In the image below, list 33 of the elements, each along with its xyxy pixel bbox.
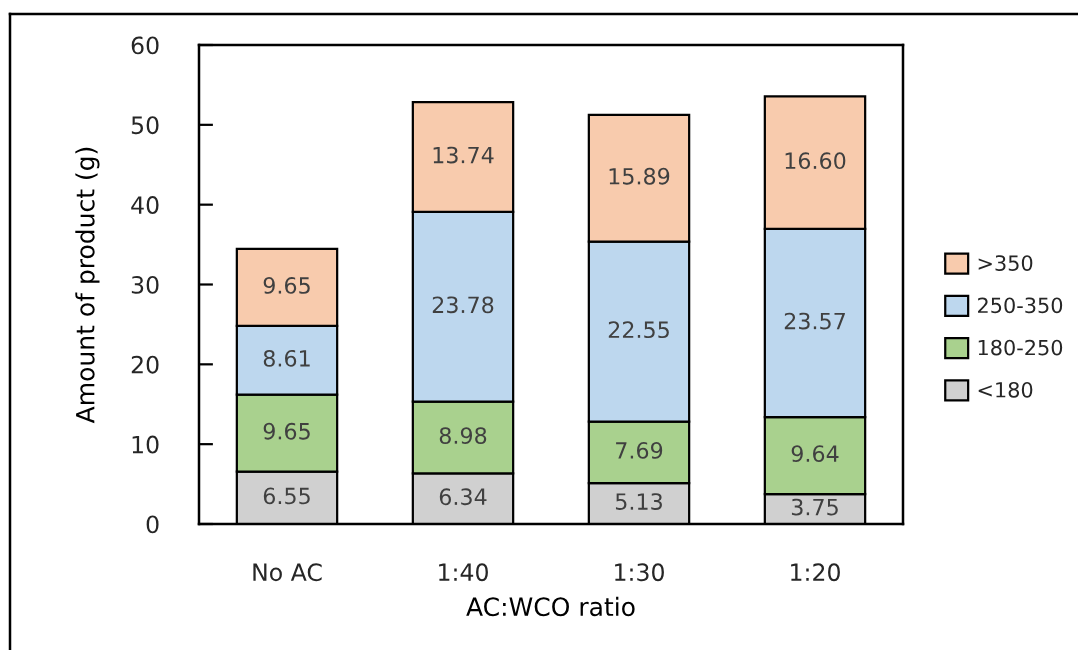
y-tick-label: 0 bbox=[146, 515, 159, 534]
y-tick-label: 10 bbox=[132, 435, 159, 454]
data-label: 3.75 bbox=[791, 498, 838, 516]
data-label: 9.65 bbox=[263, 422, 310, 440]
data-label: 8.61 bbox=[263, 349, 310, 367]
y-tick-label: 40 bbox=[131, 196, 159, 214]
legend-label: >350 bbox=[978, 255, 1033, 271]
legend-label: 180-250 bbox=[978, 339, 1063, 356]
data-label: 13.74 bbox=[433, 146, 494, 164]
data-label: 9.64 bbox=[791, 445, 839, 463]
data-label: 23.78 bbox=[432, 296, 494, 314]
data-label: 23.57 bbox=[784, 312, 845, 330]
y-axis-title: Amount of product (g) bbox=[75, 147, 100, 424]
data-label: 8.98 bbox=[439, 427, 487, 444]
x-tick-label: 1:30 bbox=[615, 563, 664, 582]
data-label: 22.55 bbox=[608, 321, 669, 339]
data-label: 15.89 bbox=[609, 167, 670, 185]
y-tick-label: 50 bbox=[131, 116, 159, 135]
y-tick-label: 30 bbox=[131, 275, 159, 294]
data-label: 7.69 bbox=[616, 441, 663, 459]
legend-label: <180 bbox=[978, 381, 1033, 398]
legend-label: 250-350 bbox=[978, 297, 1063, 314]
x-tick-label: No AC bbox=[253, 563, 322, 582]
y-tick-label: 20 bbox=[131, 355, 159, 374]
data-label: 6.55 bbox=[263, 487, 310, 505]
data-label: 16.60 bbox=[785, 152, 846, 170]
x-tick-label: 1:40 bbox=[439, 563, 488, 582]
x-axis-title: AC:WCO ratio bbox=[466, 596, 635, 617]
data-label: 5.13 bbox=[615, 493, 662, 510]
x-tick-label: 1:20 bbox=[791, 563, 840, 582]
y-tick-label: 60 bbox=[131, 36, 159, 55]
data-label: 9.65 bbox=[263, 277, 310, 294]
data-label: 6.34 bbox=[439, 488, 487, 506]
